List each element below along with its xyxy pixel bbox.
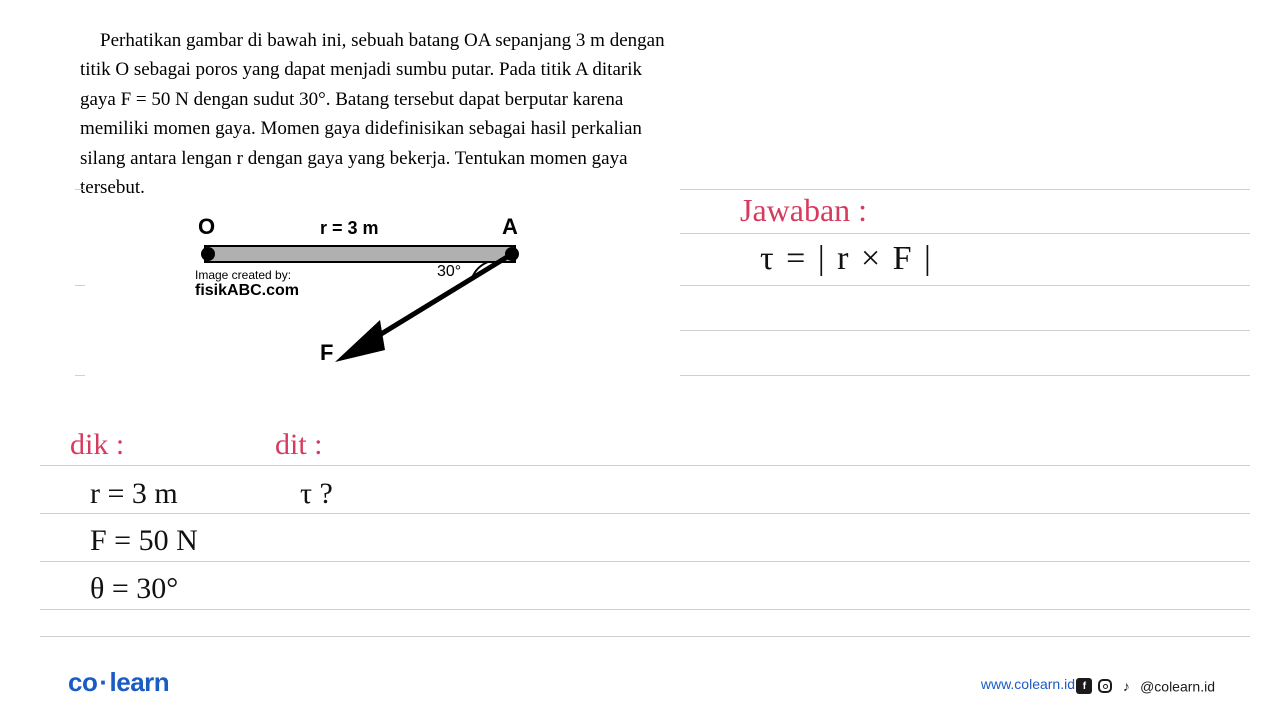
- credit-line1: Image created by:: [195, 268, 291, 282]
- instagram-icon: [1098, 679, 1112, 693]
- logo-learn: learn: [110, 667, 170, 697]
- dit-label: dit :: [275, 428, 323, 462]
- bar: [205, 246, 515, 262]
- jawaban-eq: τ = | r × F |: [760, 240, 933, 278]
- jawaban-label: Jawaban :: [740, 192, 867, 229]
- site-url: www.colearn.id: [981, 676, 1075, 692]
- logo-co: co: [68, 667, 97, 697]
- social-handles: f ♪ @colearn.id: [1076, 677, 1215, 694]
- label-angle: 30°: [437, 263, 461, 281]
- force-arrowhead: [335, 320, 385, 362]
- problem-text-content: Perhatikan gambar di bawah ini, sebuah b…: [80, 30, 665, 198]
- credit-line2: fisikABC.com: [195, 282, 299, 300]
- problem-text: Perhatikan gambar di bawah ini, sebuah b…: [80, 26, 680, 203]
- pivot-O: [201, 247, 215, 261]
- dik-F: F = 50 N: [90, 524, 198, 558]
- label-O: O: [198, 214, 215, 240]
- dit-tau: τ ?: [300, 477, 333, 511]
- label-F: F: [320, 340, 333, 366]
- logo-dot: ·: [99, 667, 107, 697]
- facebook-icon: f: [1076, 678, 1092, 694]
- dik-theta: θ = 30°: [90, 572, 178, 606]
- label-A: A: [502, 214, 518, 240]
- footer: co·learn www.colearn.id f ♪ @colearn.id: [0, 668, 1280, 698]
- logo: co·learn: [68, 667, 169, 698]
- social-handle-text: @colearn.id: [1140, 678, 1215, 694]
- tiktok-icon: ♪: [1118, 678, 1134, 694]
- dik-r: r = 3 m: [90, 477, 178, 511]
- label-r: r = 3 m: [320, 218, 379, 239]
- dik-label: dik :: [70, 428, 124, 462]
- torque-diagram: O A r = 3 m 30° F Image created by: fisi…: [190, 210, 540, 380]
